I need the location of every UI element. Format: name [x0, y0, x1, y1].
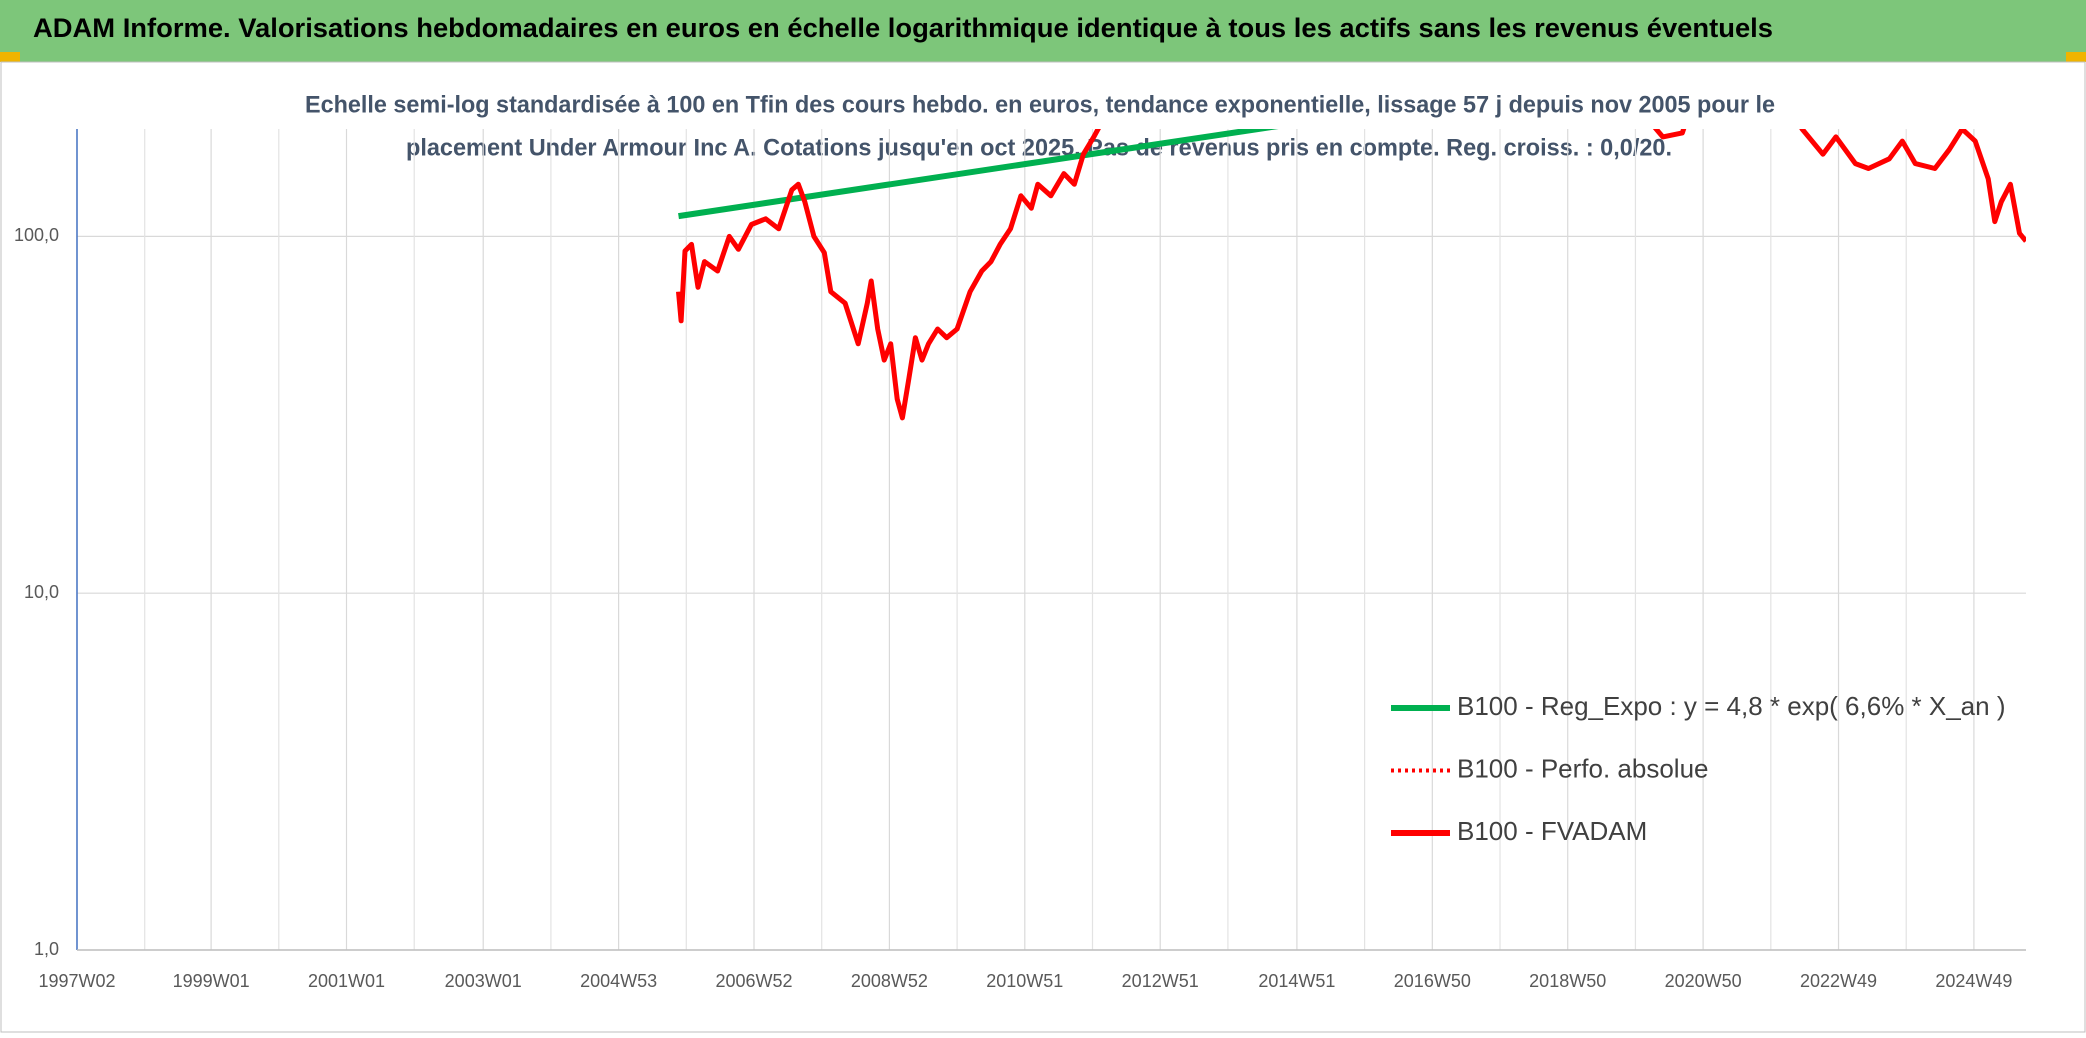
x-tick-label: 2014W51 — [1258, 971, 1335, 991]
x-tick-label: 2001W01 — [308, 971, 385, 991]
corner-mark — [2066, 52, 2086, 62]
y-tick-label: 1,0 — [34, 939, 59, 959]
series-line — [676, 129, 2026, 421]
chart-title: ADAM Informe. Valorisations hebdomadaire… — [33, 13, 1773, 43]
chart-subtitle: Echelle semi-log standardisée à 100 en T… — [305, 91, 1775, 118]
legend: B100 - Reg_Expo : y = 4,8 * exp( 6,6% * … — [1391, 691, 2006, 846]
x-tick-label: 2003W01 — [445, 971, 522, 991]
y-tick-label: 10,0 — [24, 582, 59, 602]
grid — [76, 129, 2026, 951]
legend-label: B100 - FVADAM — [1457, 816, 1647, 846]
x-tick-label: 2022W49 — [1800, 971, 1877, 991]
chart-subtitle: placement Under Armour Inc A. Cotations … — [406, 134, 1672, 161]
plot — [676, 129, 2026, 421]
header-bar — [0, 0, 2086, 62]
x-tick-label: 2010W51 — [986, 971, 1063, 991]
x-tick-label: 2016W50 — [1394, 971, 1471, 991]
x-tick-label: 2020W50 — [1665, 971, 1742, 991]
x-tick-label: 2024W49 — [1935, 971, 2012, 991]
legend-label: B100 - Reg_Expo : y = 4,8 * exp( 6,6% * … — [1457, 691, 2006, 721]
x-tick-label: 2008W52 — [851, 971, 928, 991]
x-tick-label: 1997W02 — [38, 971, 115, 991]
series-line — [678, 129, 1279, 220]
x-tick-label: 2006W52 — [715, 971, 792, 991]
legend-label: B100 - Perfo. absolue — [1457, 753, 1709, 783]
x-tick-label: 2004W53 — [580, 971, 657, 991]
y-tick-label: 100,0 — [14, 225, 59, 245]
x-tick-label: 1999W01 — [173, 971, 250, 991]
chart-frame — [0, 61, 2086, 1033]
corner-mark — [0, 52, 20, 62]
x-tick-label: 2018W50 — [1529, 971, 1606, 991]
x-tick-label: 2012W51 — [1122, 971, 1199, 991]
